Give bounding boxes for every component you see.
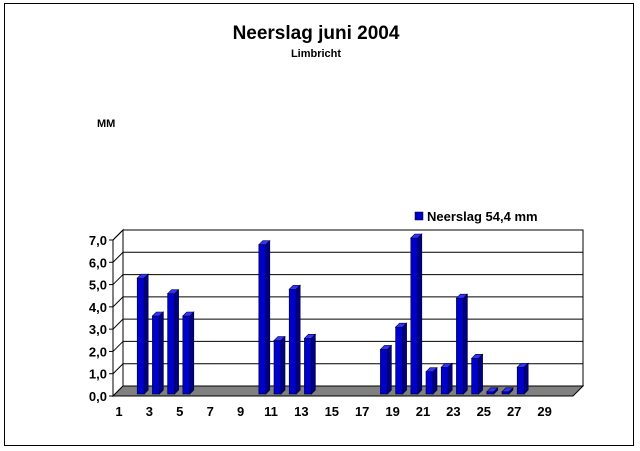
- y-tick-label: 2,0: [89, 344, 107, 359]
- y-tick-label: 1,0: [89, 367, 107, 382]
- chart-frame: Neerslag juni 2004 Limbricht MM Neerslag…: [4, 3, 634, 446]
- x-tick-label: 1: [115, 404, 122, 419]
- x-tick-label: 5: [176, 404, 183, 419]
- bar-side: [447, 362, 453, 395]
- plot-area: 0,01,02,03,04,05,06,07,01 3 5 7 9 11 13 15 17 19 2…: [89, 228, 585, 419]
- bar: [410, 237, 419, 395]
- bar-side: [463, 293, 468, 395]
- bar-side: [280, 335, 286, 395]
- x-tick-label: 27: [507, 404, 521, 419]
- y-tick-label: 3,0: [89, 322, 107, 337]
- y-tick-label: 7,0: [89, 233, 107, 248]
- bar-side: [478, 353, 483, 395]
- bar: [501, 391, 510, 395]
- bar: [167, 293, 175, 395]
- x-tick-label: 29: [537, 404, 551, 419]
- bar: [152, 315, 160, 395]
- bar: [258, 244, 267, 395]
- y-tick-label: 0,0: [89, 389, 107, 404]
- chart-svg: Neerslag juni 2004 Limbricht MM Neerslag…: [89, 23, 585, 419]
- x-tick-label: 7: [207, 404, 214, 419]
- chart-subtitle: Limbricht: [291, 48, 341, 60]
- bar: [425, 371, 434, 395]
- gridline-side: [112, 251, 124, 263]
- gridline-side: [112, 296, 124, 308]
- y-axis-unit-label: MM: [97, 118, 115, 130]
- y-tick-label: 6,0: [89, 255, 107, 270]
- x-tick-label: 13: [294, 404, 308, 419]
- gridline-side: [112, 274, 124, 285]
- bar: [486, 391, 495, 395]
- side-wall: [112, 228, 124, 398]
- bar: [516, 366, 525, 395]
- bar: [471, 358, 479, 395]
- bar-side: [402, 322, 407, 395]
- x-tick-label: 25: [477, 404, 491, 419]
- bar-side: [189, 311, 195, 395]
- bar: [304, 337, 312, 395]
- bar: [380, 349, 388, 395]
- legend: Neerslag 54,4 mm: [414, 209, 538, 224]
- gridline-side: [112, 341, 124, 352]
- bar: [288, 288, 297, 395]
- bar-side: [432, 366, 438, 395]
- y-tick-label: 4,0: [89, 300, 107, 315]
- x-tick-label: 11: [264, 404, 278, 419]
- back-wall: [122, 229, 584, 387]
- x-tick-label: 23: [446, 404, 460, 419]
- gridline-side: [112, 318, 124, 330]
- bar-side: [311, 333, 316, 395]
- bar-side: [159, 311, 164, 395]
- gridline-side: [112, 229, 124, 241]
- bar-side: [265, 239, 271, 395]
- x-tick-label: 9: [237, 404, 244, 419]
- bar: [395, 326, 403, 395]
- y-tick-label: 5,0: [89, 278, 107, 293]
- bar-side: [523, 362, 529, 395]
- bar-side: [493, 387, 499, 395]
- legend-swatch: [414, 211, 424, 221]
- bar: [136, 277, 145, 395]
- gridline-side: [112, 363, 124, 375]
- chart-title: Neerslag juni 2004: [233, 23, 400, 44]
- bar: [456, 297, 464, 395]
- bar: [182, 315, 191, 395]
- x-tick-label: 17: [355, 404, 369, 419]
- bar: [440, 366, 449, 395]
- bar-side: [143, 273, 149, 395]
- x-tick-label: 21: [416, 404, 430, 419]
- bar-side: [174, 288, 179, 395]
- x-tick-label: 15: [325, 404, 339, 419]
- bar-side: [295, 284, 301, 395]
- bar: [273, 340, 282, 395]
- legend-label: Neerslag 54,4 mm: [427, 209, 538, 224]
- bar-side: [417, 233, 423, 395]
- x-tick-label: 19: [385, 404, 399, 419]
- x-tick-label: 3: [146, 404, 153, 419]
- bar-side: [508, 387, 514, 395]
- bar-side: [387, 344, 392, 395]
